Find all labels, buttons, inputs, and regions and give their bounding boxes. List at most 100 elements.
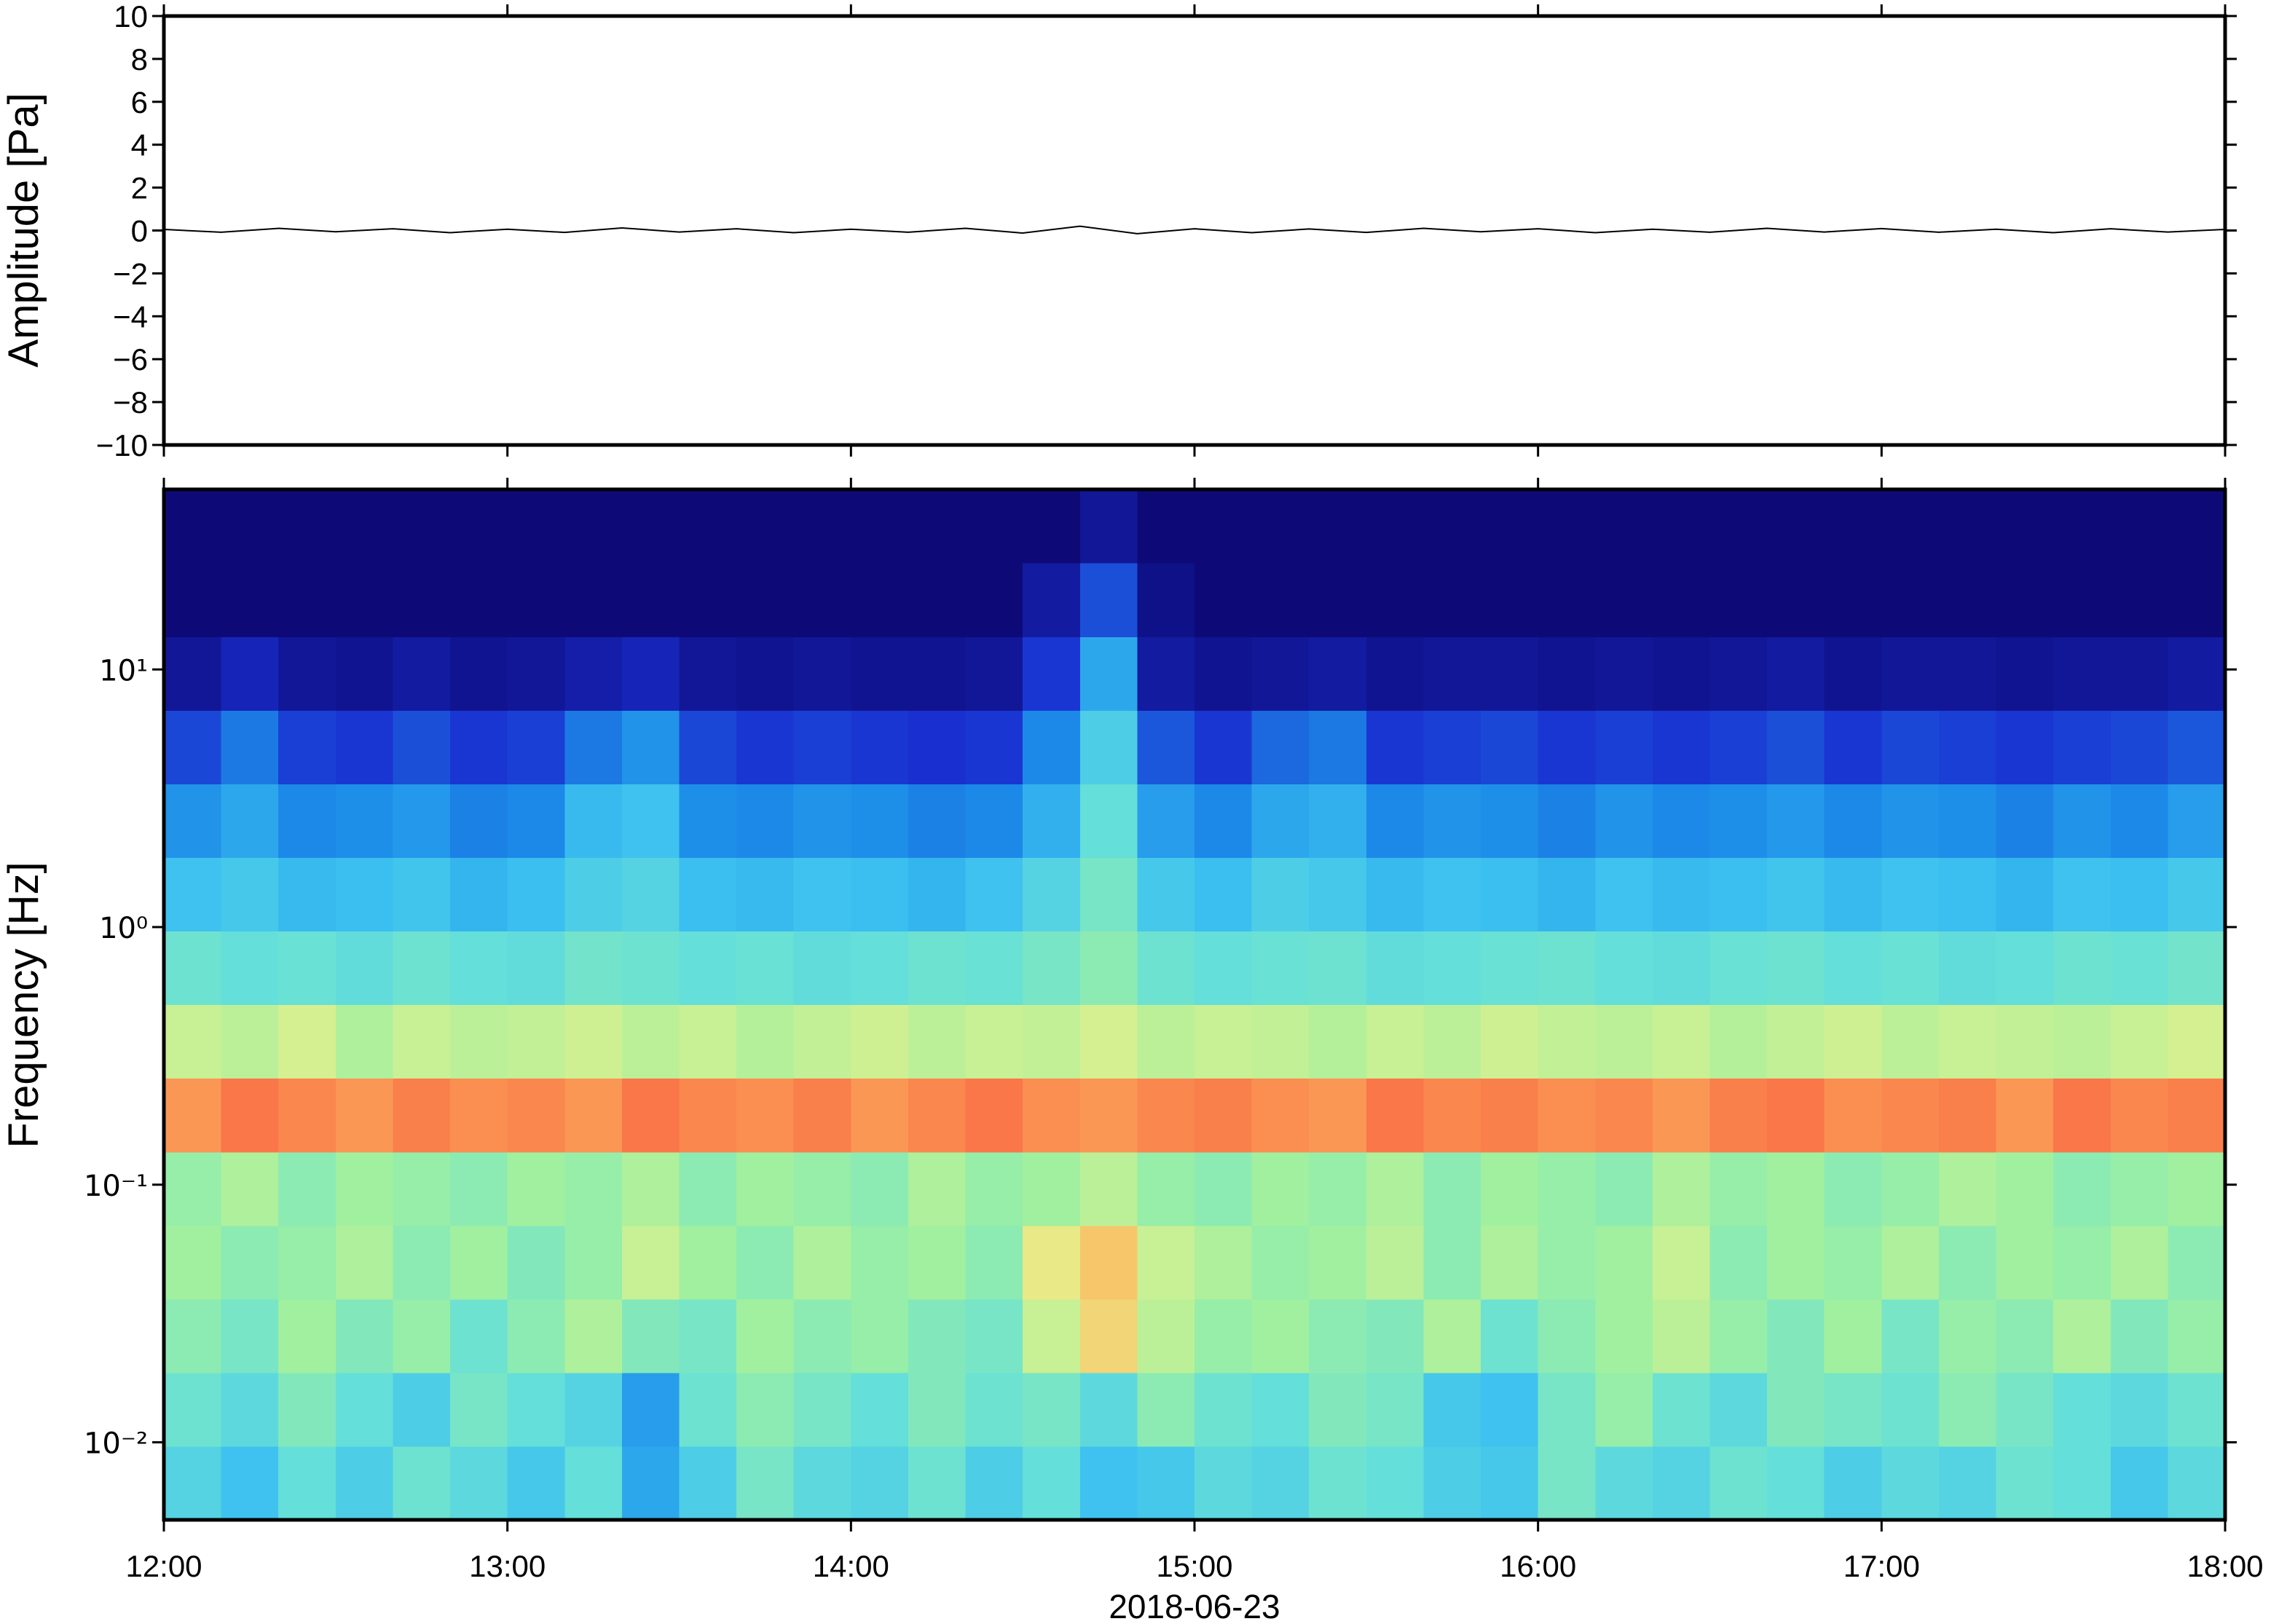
spectrogram-cell (1709, 857, 1768, 932)
spectrogram-cell (2110, 636, 2168, 711)
spectrogram-cell (679, 1004, 737, 1079)
spectrogram-cell (1538, 636, 1596, 711)
spectrogram-cell (335, 1004, 394, 1079)
spectrogram-cell (393, 1004, 451, 1079)
spectrogram-cell (1194, 710, 1253, 784)
spectrogram-cell (1824, 1446, 1882, 1521)
spectrogram-cell (1251, 1372, 1310, 1447)
spectrogram-cell (221, 489, 279, 564)
spectrogram-cell (164, 563, 222, 637)
spectrogram-cell (1538, 857, 1596, 932)
y-tick-label: 10 (114, 0, 148, 33)
spectrogram-cell (621, 931, 680, 1006)
spectrogram-cell (221, 710, 279, 784)
plot-frame (162, 487, 2227, 1522)
spectrogram-cell (1309, 1446, 1367, 1521)
x-tick-label: 18:00 (2187, 1549, 2263, 1583)
spectrogram-cell (1023, 1372, 1081, 1447)
spectrogram-cell (2110, 1446, 2168, 1521)
y-axis-label: Frequency [Hz] (0, 862, 47, 1148)
spectrogram-cell (1309, 636, 1367, 711)
spectrogram-cell (1996, 636, 2054, 711)
spectrogram-cell (1251, 1298, 1310, 1373)
spectrogram-cell (1996, 1004, 2054, 1079)
spectrogram-cell (1481, 857, 1539, 932)
spectrogram-cell (1366, 857, 1425, 932)
spectrogram-cell (908, 931, 967, 1006)
spectrogram-cell (1767, 1078, 1825, 1153)
spectrogram-cell (1709, 784, 1768, 858)
spectrogram-cell (679, 1078, 737, 1153)
spectrogram-cell (1423, 1298, 1481, 1373)
spectrogram-cell (278, 1078, 336, 1153)
spectrogram-cell (1194, 1078, 1253, 1153)
spectrogram-cell (1137, 1298, 1195, 1373)
spectrogram-cell (1023, 489, 1081, 564)
spectrogram-cell (164, 1151, 222, 1226)
spectrogram-cell (793, 1446, 851, 1521)
spectrogram-cell (1023, 1298, 1081, 1373)
spectrogram-cell (736, 1004, 795, 1079)
spectrogram-cell (221, 1004, 279, 1079)
spectrogram-cell (908, 1298, 967, 1373)
spectrogram-cell (393, 710, 451, 784)
spectrogram-cell (1767, 1151, 1825, 1226)
spectrogram-cell (1309, 784, 1367, 858)
spectrogram-cell (1881, 636, 1940, 711)
spectrogram-cell (1366, 1225, 1425, 1300)
spectrogram-cell (1652, 710, 1711, 784)
spectrogram-cell (1824, 1225, 1882, 1300)
spectrogram-cell (1595, 636, 1653, 711)
spectrogram-cell (793, 636, 851, 711)
spectrogram-cell (621, 636, 680, 711)
spectrogram-cell (450, 1372, 508, 1447)
spectrogram-cell (1881, 1446, 1940, 1521)
spectrogram-cell (1709, 1372, 1768, 1447)
spectrogram-cell (164, 1372, 222, 1447)
spectrogram-cell (908, 1151, 967, 1226)
waveform (163, 225, 2226, 234)
spectrogram-cell (507, 784, 565, 858)
spectrogram-cell (335, 1446, 394, 1521)
spectrogram-cell (1137, 710, 1195, 784)
spectrogram-cell (679, 1372, 737, 1447)
spectrogram-cell (1366, 784, 1425, 858)
spectrogram-cell (564, 1372, 623, 1447)
spectrogram-cell (1481, 1298, 1539, 1373)
spectrogram-cell (1137, 857, 1195, 932)
spectrogram-cell (1251, 489, 1310, 564)
spectrogram-cell (1137, 784, 1195, 858)
spectrogram-cell (335, 784, 394, 858)
spectrogram-cell (393, 1225, 451, 1300)
spectrogram-cell (851, 1225, 909, 1300)
spectrogram-cell (1767, 1446, 1825, 1521)
spectrogram-cell (2168, 931, 2226, 1006)
spectrogram-cell (450, 489, 508, 564)
spectrogram-cell (1881, 1298, 1940, 1373)
spectrogram-cell (736, 1372, 795, 1447)
spectrogram-cell (1023, 563, 1081, 637)
spectrogram-cell (221, 1446, 279, 1521)
spectrogram-cell (450, 636, 508, 711)
spectrogram-cell (1881, 931, 1940, 1006)
spectrogram-cell (2168, 636, 2226, 711)
spectrogram-cell (2053, 710, 2111, 784)
spectrogram-cell (965, 1225, 1023, 1300)
spectrogram-cell (1481, 1151, 1539, 1226)
spectrogram-cell (965, 1151, 1023, 1226)
y-tick-label: 2 (131, 171, 148, 205)
spectrogram-cell (1538, 1298, 1596, 1373)
spectrogram-cell (793, 1298, 851, 1373)
spectrogram-cell (450, 1004, 508, 1079)
spectrogram-cell (2110, 710, 2168, 784)
spectrogram-cell (793, 489, 851, 564)
spectrogram-cell (2110, 857, 2168, 932)
spectrogram-cell (1938, 784, 1997, 858)
spectrogram-cell (164, 1004, 222, 1079)
spectrogram-cell (965, 1298, 1023, 1373)
spectrogram-cell (1652, 1446, 1711, 1521)
spectrogram-cell (679, 931, 737, 1006)
spectrogram-cell (1767, 1298, 1825, 1373)
spectrogram-cell (507, 489, 565, 564)
y-tick-label: 10⁻¹ (84, 1170, 148, 1203)
